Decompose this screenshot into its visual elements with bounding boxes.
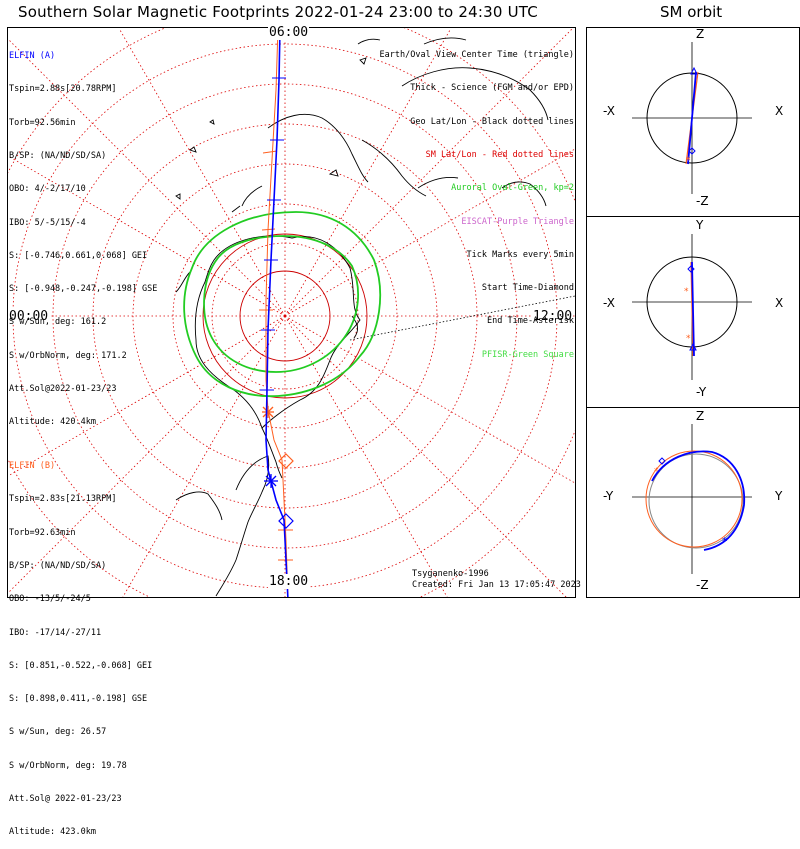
coastlines bbox=[175, 37, 549, 597]
svg-text:*: * bbox=[686, 334, 691, 344]
auroral-oval bbox=[183, 211, 382, 398]
legend-item: PFISR-Green Square bbox=[481, 349, 574, 360]
info-line: Att.Sol@ 2022-01-23/23 bbox=[9, 794, 122, 804]
info-line: S w/OrbNorm, deg: 171.2 bbox=[9, 350, 127, 361]
model-label: Tsyganenko-1996 bbox=[412, 569, 489, 579]
info-line: S w/OrbNorm, deg: 19.78 bbox=[9, 760, 127, 771]
legend-item: EISCAT-Purple Triangle bbox=[461, 216, 574, 227]
info-line: Torb=92.63min bbox=[9, 527, 76, 538]
orbit-panel-xz: * bbox=[632, 42, 752, 194]
info-line: S w/Sun, deg: 26.57 bbox=[9, 727, 107, 738]
legend-item: Earth/Oval View Center Time (triangle) bbox=[379, 50, 574, 61]
orbit-2-right-label: X bbox=[775, 296, 784, 310]
svg-text:*: * bbox=[722, 535, 728, 548]
mlt-label-right: 12:00 bbox=[532, 309, 574, 324]
orbit-3-top-label: Z bbox=[696, 409, 705, 423]
svg-text:*: * bbox=[684, 287, 689, 297]
elfin-a-info: ELFIN (A) Tspin=2.88s[20.78RPM] Torb=92.… bbox=[9, 29, 157, 439]
elfin-b-end-asterisk bbox=[262, 406, 274, 418]
info-line: S: [-0.948,-0.247,-0.198] GSE bbox=[9, 284, 158, 295]
legend-item: SM Lat/Lon - Red dotted lines bbox=[425, 150, 574, 161]
elfin-b-name: ELFIN (B) bbox=[9, 461, 56, 472]
orbit-2-left-label: -X bbox=[603, 296, 615, 310]
map-legend: Earth/Oval View Center Time (triangle) T… bbox=[380, 28, 574, 372]
info-line: B/SP: (NA/ND/SD/SA) bbox=[9, 561, 107, 572]
orbit-3-bottom-label: -Z bbox=[696, 578, 709, 592]
orbit-1-bottom-label: -Z bbox=[696, 194, 709, 208]
svg-text:*: * bbox=[654, 467, 659, 477]
orbit-panel-xy: * * bbox=[632, 234, 752, 380]
info-line: Att.Sol@2022-01-23/23 bbox=[9, 384, 117, 394]
sm-outer-circle bbox=[202, 233, 368, 399]
info-line: S: [-0.746,0.661,0.068] GEI bbox=[9, 250, 148, 261]
info-line: S w/Sun, deg: 161.2 bbox=[9, 317, 107, 328]
orbit-3-right-label: Y bbox=[775, 489, 783, 503]
orbit-1-right-label: X bbox=[775, 104, 784, 118]
orbit-panel-yz: * * bbox=[632, 424, 752, 574]
info-line: IBO: -17/14/-27/11 bbox=[9, 627, 102, 638]
legend-item: Start Time-Diamond bbox=[481, 283, 574, 294]
info-line: Altitude: 423.0km bbox=[9, 827, 96, 838]
orbit-2-bottom-label: -Y bbox=[696, 385, 707, 399]
orbit-1-top-label: Z bbox=[696, 27, 705, 41]
plot-title: Southern Solar Magnetic Footprints 2022-… bbox=[18, 3, 538, 21]
info-line: Tspin=2.83s[21.13RPM] bbox=[9, 494, 117, 505]
legend-item: Auroral Oval-Green, kp=2 bbox=[451, 183, 574, 194]
mlt-label-left: 00:00 bbox=[8, 309, 50, 324]
svg-text:*: * bbox=[686, 156, 691, 166]
info-line: OBO: -13/5/-24/5 bbox=[9, 594, 91, 605]
info-line: S: [0.851,-0.522,-0.068] GEI bbox=[9, 660, 153, 671]
sm-orbit-title: SM orbit bbox=[660, 3, 723, 21]
info-line: S: [0.898,0.411,-0.198] GSE bbox=[9, 694, 148, 705]
created-label: Created: Fri Jan 13 17:05:47 2023 bbox=[412, 580, 581, 590]
sm-inner-circle bbox=[239, 270, 331, 362]
orbit-2-top-label: Y bbox=[696, 218, 704, 232]
info-line: OBO: 4/-2/17/10 bbox=[9, 184, 86, 195]
legend-item: Tick Marks every 5min bbox=[466, 249, 574, 260]
legend-item: End Time-Asterisk bbox=[487, 316, 574, 327]
orbit-1-left-label: -X bbox=[603, 104, 615, 118]
elfin-a-name: ELFIN (A) bbox=[9, 51, 56, 62]
mlt-label-top: 06:00 bbox=[268, 25, 310, 40]
elfin-a-track bbox=[260, 28, 289, 597]
legend-item: Thick - Science (FGM and/or EPD) bbox=[410, 83, 574, 94]
orbit-3-left-label: -Y bbox=[603, 489, 614, 503]
elfin-a-end-asterisk bbox=[264, 474, 278, 488]
info-line: Tspin=2.88s[20.78RPM] bbox=[9, 84, 117, 95]
info-line: Torb=92.56min bbox=[9, 117, 76, 128]
elfin-a-start-diamond bbox=[278, 513, 294, 529]
mlt-label-bottom: 18:00 bbox=[268, 574, 310, 589]
info-line: Altitude: 420.4km bbox=[9, 417, 96, 428]
sm-orbit-plots: * * * * * bbox=[632, 42, 752, 574]
legend-item: Geo Lat/Lon - Black dotted lines bbox=[410, 116, 574, 127]
info-line: IBO: 5/-5/15/-4 bbox=[9, 217, 86, 228]
info-line: B/SP: (NA/ND/SD/SA) bbox=[9, 151, 107, 162]
elfin-b-start-diamond bbox=[278, 453, 294, 469]
